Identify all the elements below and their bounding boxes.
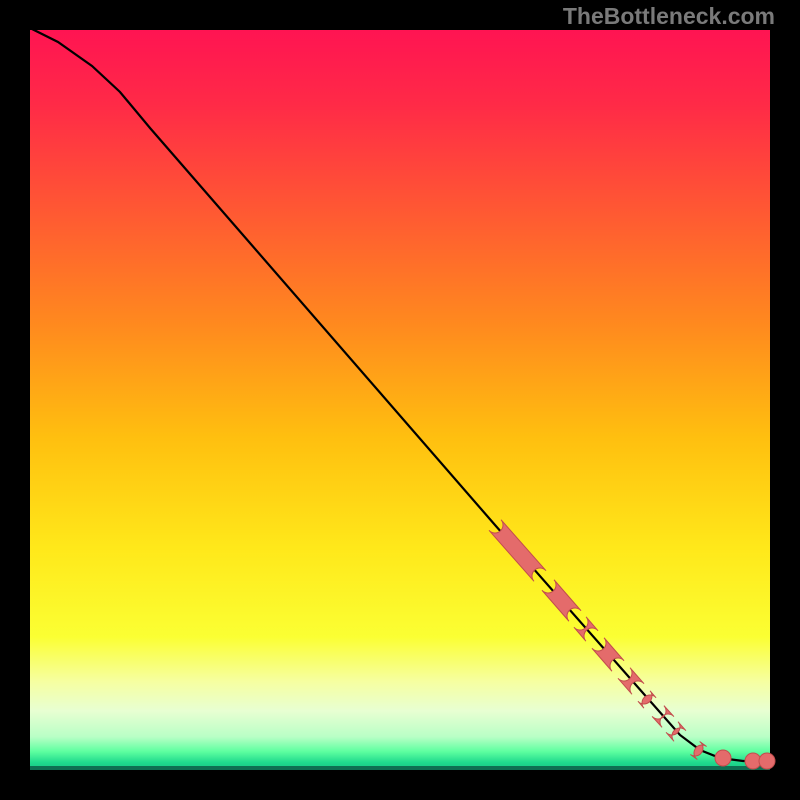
bottleneck-chart bbox=[0, 0, 800, 800]
plot-background bbox=[30, 30, 770, 770]
marker-dot bbox=[759, 753, 775, 769]
plot-bottom-edge bbox=[30, 766, 770, 770]
marker-dot bbox=[715, 750, 731, 766]
watermark-text: TheBottleneck.com bbox=[563, 3, 775, 30]
